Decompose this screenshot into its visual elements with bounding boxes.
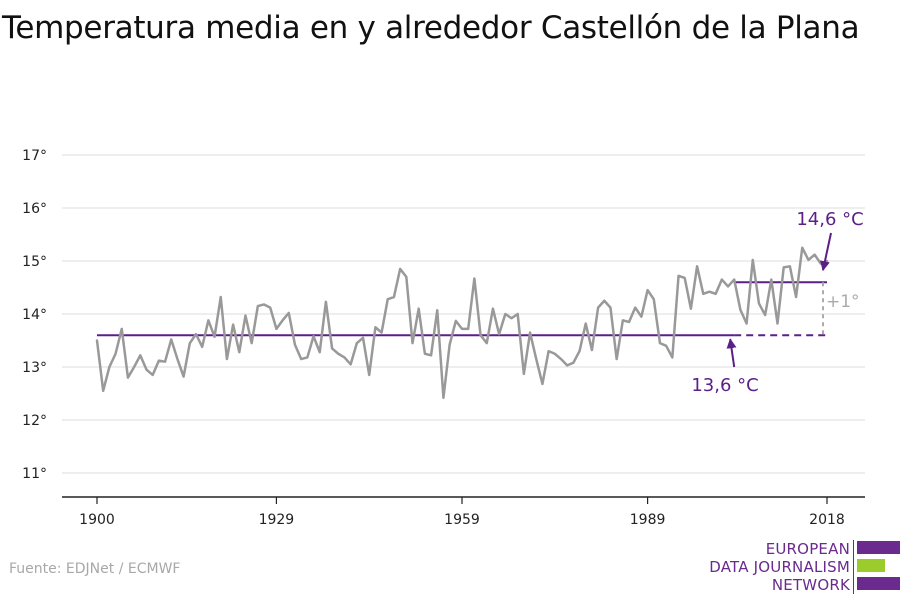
- logo-bar-purple-top: [857, 541, 900, 554]
- gridlines: [62, 154, 865, 474]
- y-tick-label: 15°: [22, 254, 47, 270]
- logo-separator: [853, 540, 854, 594]
- y-axis-tick-labels: 11° 12° 13° 14° 15° 16° 17°: [22, 148, 47, 482]
- chart-title: Temperatura media en y alrededor Castell…: [2, 10, 860, 46]
- logo-line-2: DATA JOURNALISM: [709, 558, 850, 576]
- logo-bar-green: [857, 559, 885, 572]
- temperature-series-line: [95, 246, 829, 399]
- y-tick-label: 14°: [22, 307, 47, 323]
- edjnet-logo: EUROPEAN DATA JOURNALISM NETWORK: [708, 538, 900, 594]
- y-tick-label: 11°: [22, 466, 47, 482]
- baseline-label-arrow: [726, 338, 737, 368]
- y-tick-label: 16°: [22, 201, 47, 217]
- annotations: 13,6 °C 14,6 °C +1°: [691, 209, 863, 396]
- baseline-mean-label: 13,6 °C: [691, 375, 758, 396]
- source-note: Fuente: EDJNet / ECMWF: [9, 561, 181, 577]
- recent-mean-label: 14,6 °C: [796, 209, 863, 230]
- recent-label-arrow: [820, 232, 832, 272]
- x-tick-label: 1989: [630, 512, 666, 528]
- logo-bar-purple-bottom: [857, 577, 900, 590]
- x-tick-label: 2018: [809, 512, 845, 528]
- difference-label: +1°: [826, 292, 860, 312]
- logo-line-3: NETWORK: [771, 576, 850, 594]
- x-tick-label: 1959: [444, 512, 480, 528]
- x-axis-ticks: 1900 1929 1959 1989 2018: [79, 497, 845, 528]
- y-tick-label: 13°: [22, 360, 47, 376]
- logo-line-1: EUROPEAN: [765, 540, 850, 558]
- y-tick-label: 12°: [22, 413, 47, 429]
- x-tick-label: 1929: [259, 512, 295, 528]
- y-tick-label: 17°: [22, 148, 47, 164]
- x-tick-label: 1900: [79, 512, 115, 528]
